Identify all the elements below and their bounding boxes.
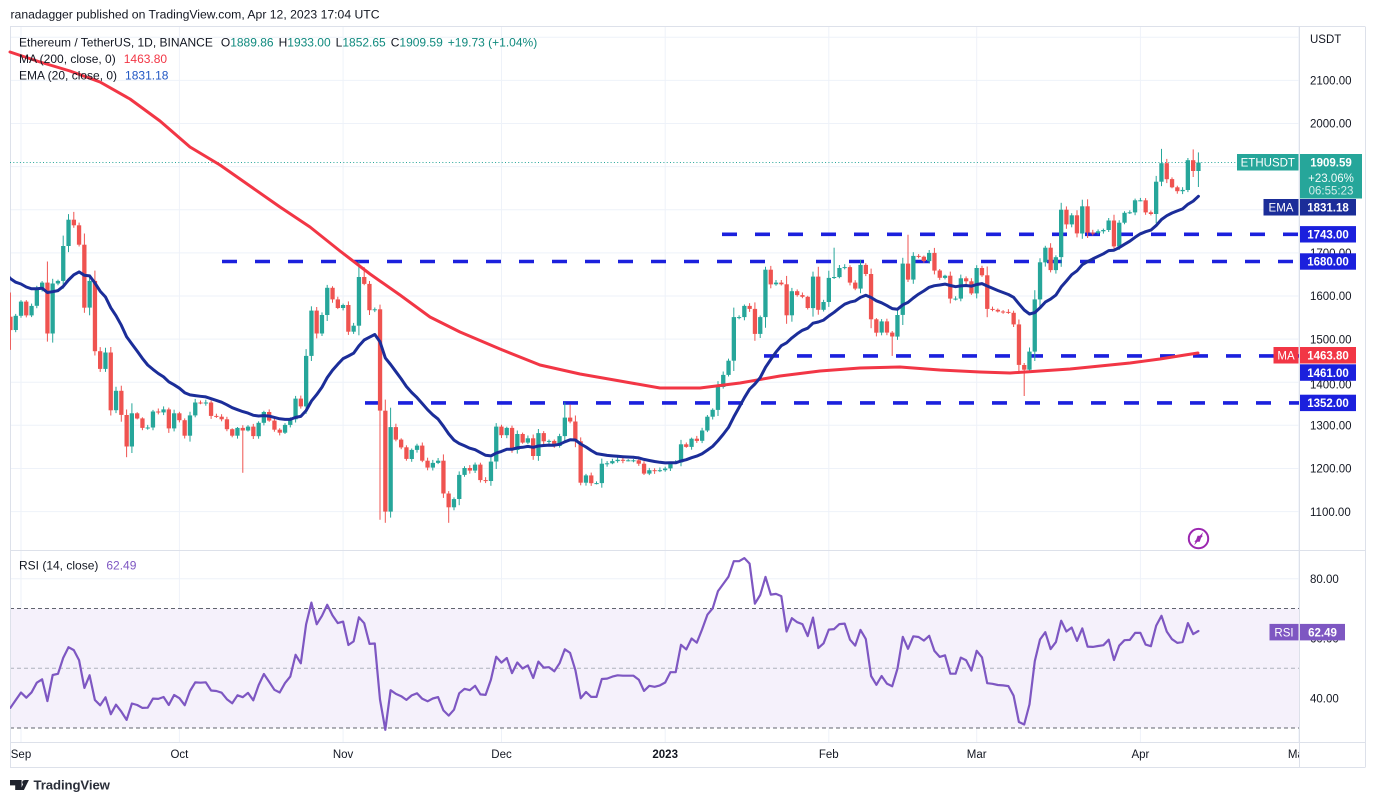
svg-text:EMA: EMA: [1269, 202, 1294, 214]
svg-text:06:55:23: 06:55:23: [1309, 186, 1354, 198]
svg-text:EMA (20, close, 0)1831.18: EMA (20, close, 0) 1831.18: [19, 69, 169, 83]
svg-text:80.00: 80.00: [1310, 574, 1339, 586]
svg-text:MA: MA: [1277, 350, 1295, 362]
svg-text:2023: 2023: [652, 749, 678, 761]
svg-text:ranadagger published on Tradin: ranadagger published on TradingView.com,…: [11, 8, 380, 22]
svg-text:ETHUSDT: ETHUSDT: [1241, 157, 1295, 169]
svg-text:40.00: 40.00: [1310, 693, 1339, 705]
svg-text:May: May: [1288, 749, 1310, 761]
svg-text:62.49: 62.49: [1308, 627, 1337, 639]
svg-text:2100.00: 2100.00: [1310, 76, 1352, 88]
svg-text:+23.06%: +23.06%: [1308, 173, 1354, 185]
svg-text:1100.00: 1100.00: [1310, 507, 1351, 519]
svg-text:1600.00: 1600.00: [1310, 291, 1352, 303]
svg-text:1463.80: 1463.80: [1307, 350, 1349, 362]
svg-text:Dec: Dec: [491, 749, 512, 761]
svg-text:RSI: RSI: [1274, 627, 1293, 639]
svg-text:1461.00: 1461.00: [1307, 368, 1349, 380]
svg-text:USDT: USDT: [1310, 34, 1341, 46]
svg-text:1352.00: 1352.00: [1307, 398, 1349, 410]
svg-text:Sep: Sep: [11, 749, 31, 761]
svg-text:RSI (14, close)62.49: RSI (14, close) 62.49: [19, 559, 137, 573]
svg-text:1200.00: 1200.00: [1310, 464, 1352, 476]
svg-text:Nov: Nov: [333, 749, 354, 761]
svg-text:Apr: Apr: [1131, 749, 1149, 761]
svg-text:1743.00: 1743.00: [1307, 230, 1349, 242]
svg-text:1831.18: 1831.18: [1307, 202, 1349, 214]
svg-text:1400.00: 1400.00: [1310, 380, 1352, 392]
svg-text:TradingView: TradingView: [34, 778, 111, 793]
svg-text:MA (200, close, 0)1463.80: MA (200, close, 0) 1463.80: [19, 52, 167, 66]
svg-text:1300.00: 1300.00: [1310, 421, 1352, 433]
svg-text:1909.59: 1909.59: [1310, 158, 1352, 170]
svg-text:Oct: Oct: [170, 749, 189, 761]
svg-text:1680.00: 1680.00: [1307, 257, 1349, 269]
svg-text:Ethereum / TetherUS, 1D, BINAN: Ethereum / TetherUS, 1D, BINANCE O1889.86…: [19, 36, 537, 50]
svg-text:2000.00: 2000.00: [1310, 119, 1352, 131]
svg-text:1500.00: 1500.00: [1310, 334, 1352, 346]
svg-text:Mar: Mar: [967, 749, 987, 761]
svg-text:Feb: Feb: [819, 749, 839, 761]
